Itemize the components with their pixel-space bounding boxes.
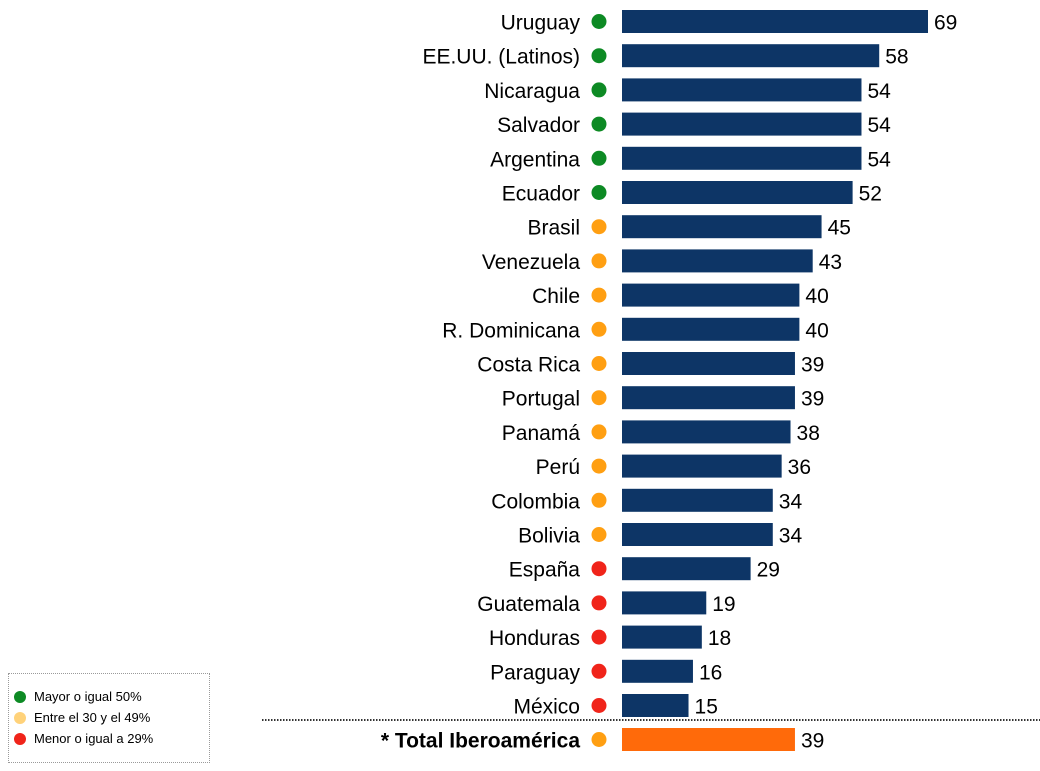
category-label: EE.UU. (Latinos) — [422, 46, 580, 69]
category-label: Panamá — [502, 422, 581, 445]
category-label: Venezuela — [482, 251, 580, 274]
status-low-dot-icon — [591, 595, 607, 611]
status-mid-dot-icon — [591, 321, 607, 337]
bar — [622, 454, 782, 478]
bar — [622, 181, 853, 204]
status-mid-dot-icon — [591, 527, 607, 542]
value-label: 54 — [867, 80, 891, 103]
value-label: 19 — [712, 593, 735, 616]
category-label: Paraguay — [490, 661, 580, 684]
value-label: 40 — [805, 285, 828, 308]
value-label: 16 — [699, 661, 722, 684]
value-label: 39 — [801, 388, 824, 411]
category-label: Colombia — [491, 490, 580, 513]
status-high-dot-icon — [591, 150, 607, 166]
category-label: Ecuador — [502, 183, 580, 206]
legend-item-mid: Entre el 30 y el 49% — [9, 707, 209, 728]
status-mid-dot-icon — [591, 356, 607, 371]
status-low-dot-icon — [591, 663, 607, 679]
category-label: Uruguay — [501, 12, 581, 35]
bar — [622, 10, 928, 33]
status-low-dot-icon — [591, 629, 607, 645]
category-label: México — [513, 696, 580, 719]
bar — [622, 112, 862, 136]
value-label: 38 — [797, 422, 820, 445]
bar — [622, 78, 862, 102]
red-dot-icon — [14, 732, 26, 745]
value-label: 52 — [859, 183, 882, 206]
category-label: Chile — [532, 285, 580, 308]
value-label: 29 — [757, 559, 780, 582]
value-label: 45 — [828, 217, 851, 240]
bar — [622, 625, 702, 649]
category-label: Costa Rica — [477, 354, 580, 377]
light-orange-dot-icon — [14, 711, 26, 724]
bar — [622, 557, 751, 581]
legend-item-low: Menor o igual a 29% — [9, 728, 209, 749]
category-label: Salvador — [497, 114, 580, 137]
legend: Mayor o igual 50% Entre el 30 y el 49% M… — [8, 673, 210, 763]
bar — [622, 249, 813, 273]
bar — [622, 694, 689, 717]
category-label: Argentina — [490, 148, 580, 171]
category-label: Nicaragua — [484, 80, 580, 103]
bar — [622, 283, 800, 307]
status-mid-dot-icon — [591, 458, 607, 474]
bar — [622, 488, 773, 512]
value-label: 54 — [867, 148, 891, 171]
category-label: Bolivia — [518, 525, 580, 548]
category-label: R. Dominicana — [442, 319, 580, 342]
category-label: Portugal — [502, 388, 580, 411]
status-mid-dot-icon — [591, 219, 607, 235]
bar — [622, 352, 795, 375]
status-high-dot-icon — [591, 48, 607, 64]
bar — [622, 215, 822, 239]
value-label: 15 — [695, 696, 718, 719]
green-dot-icon — [14, 690, 26, 703]
status-mid-dot-icon — [591, 287, 607, 303]
legend-label: Entre el 30 y el 49% — [34, 710, 151, 725]
legend-label: Menor o igual a 29% — [34, 731, 154, 746]
value-label: 69 — [934, 12, 957, 35]
status-low-dot-icon — [591, 561, 607, 577]
status-high-dot-icon — [591, 14, 607, 29]
status-mid-dot-icon — [591, 732, 607, 747]
status-low-dot-icon — [591, 698, 607, 713]
total-value-label: 39 — [801, 730, 824, 753]
bar — [622, 146, 862, 170]
status-high-dot-icon — [591, 116, 607, 132]
bar — [622, 420, 791, 444]
status-mid-dot-icon — [591, 424, 607, 440]
bar — [622, 317, 800, 341]
bar — [622, 44, 880, 68]
value-label: 36 — [788, 456, 811, 479]
value-label: 54 — [867, 114, 891, 137]
value-label: 34 — [779, 525, 803, 548]
bar — [622, 523, 773, 546]
bar — [622, 591, 707, 615]
legend-label: Mayor o igual 50% — [34, 689, 142, 704]
category-label: Guatemala — [477, 593, 580, 616]
bar — [622, 659, 693, 683]
value-label: 40 — [805, 319, 828, 342]
value-label: 43 — [819, 251, 842, 274]
total-label: * Total Iberoamérica — [381, 730, 581, 753]
status-high-dot-icon — [591, 82, 607, 98]
value-label: 58 — [885, 46, 908, 69]
category-label: Brasil — [527, 217, 580, 240]
status-high-dot-icon — [591, 185, 607, 200]
category-label: España — [509, 559, 581, 582]
total-bar — [622, 728, 795, 751]
value-label: 39 — [801, 354, 824, 377]
category-label: Perú — [536, 456, 580, 479]
legend-item-high: Mayor o igual 50% — [9, 686, 209, 707]
value-label: 18 — [708, 627, 731, 650]
status-mid-dot-icon — [591, 390, 607, 406]
bar — [622, 386, 795, 410]
category-label: Honduras — [489, 627, 580, 650]
status-mid-dot-icon — [591, 492, 607, 508]
status-mid-dot-icon — [591, 253, 607, 269]
value-label: 34 — [779, 490, 803, 513]
